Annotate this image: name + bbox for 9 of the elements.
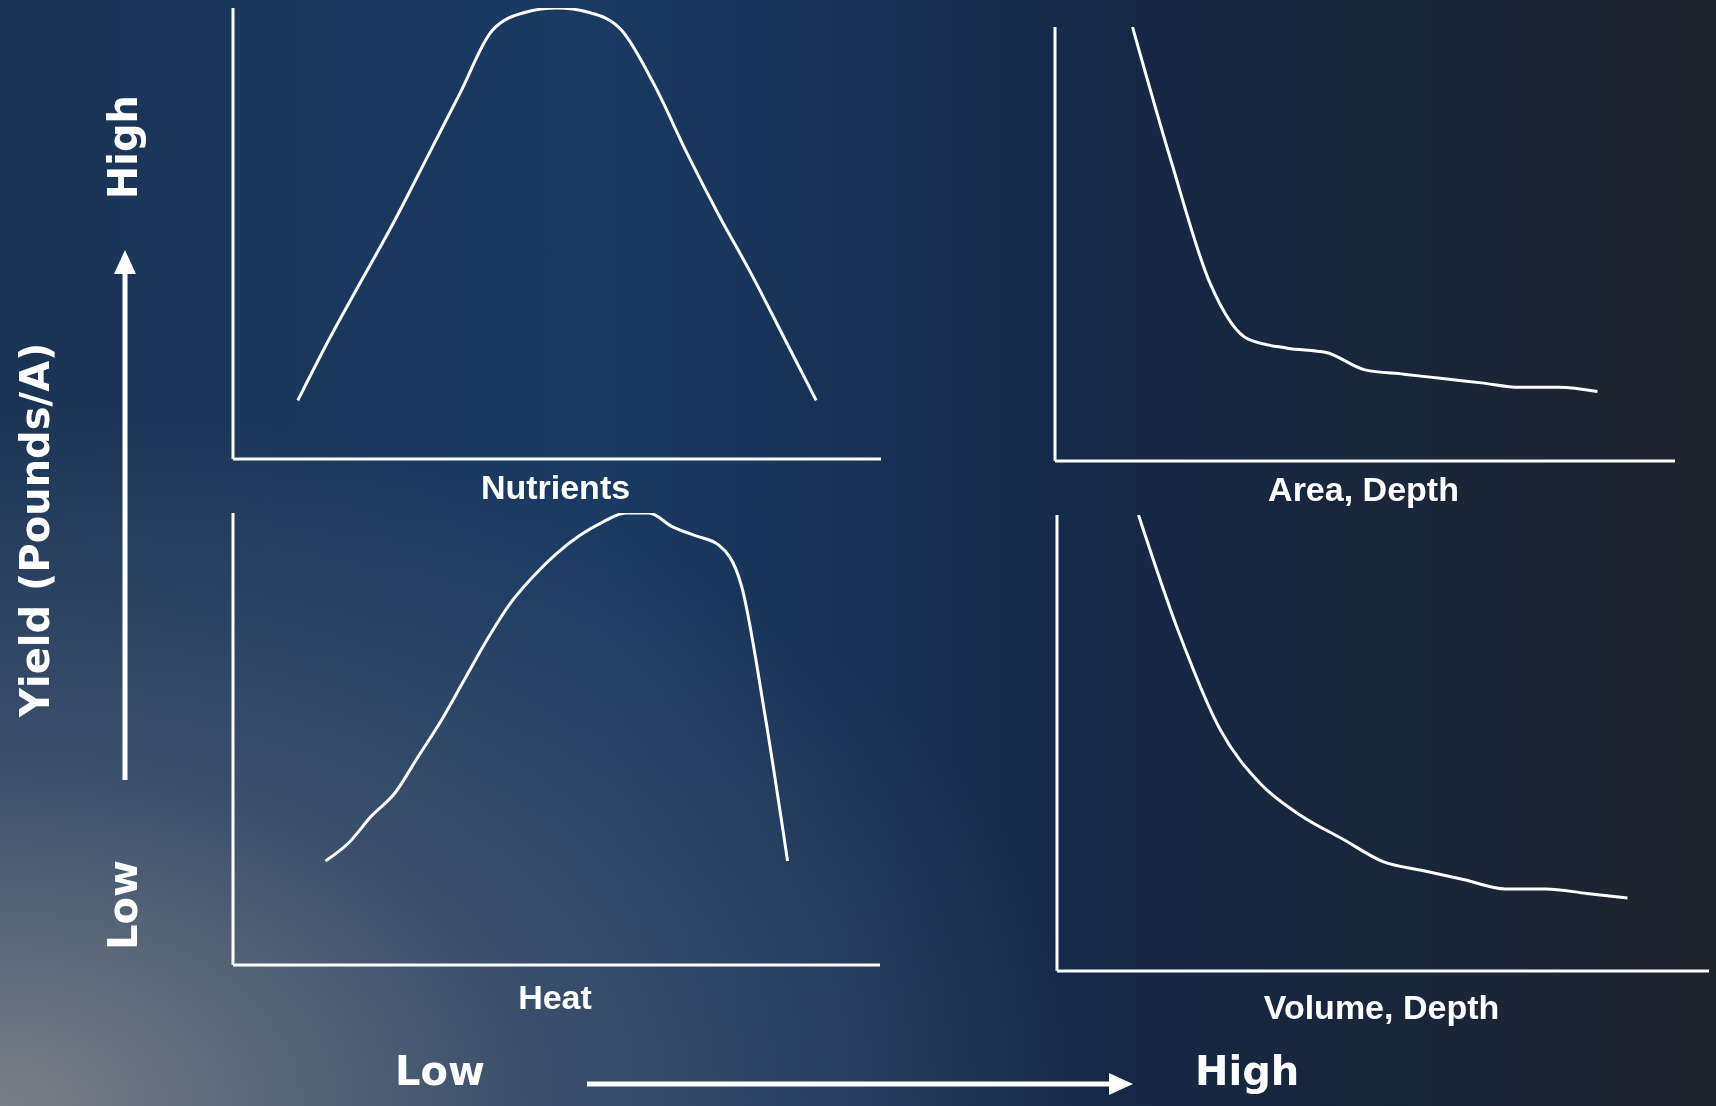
text: High xyxy=(1195,1048,1300,1094)
x-axis-title: Volume, Depth xyxy=(1262,988,1501,1027)
text: Low xyxy=(395,1048,485,1094)
text: High xyxy=(100,95,146,200)
text: Low xyxy=(100,860,146,950)
y-axis-title: Yield (Pounds/A) xyxy=(12,341,58,720)
x-axis-title: Nutrients xyxy=(479,468,632,507)
x-axis-title: Heat xyxy=(517,978,593,1017)
x-axis-title: Area, Depth xyxy=(1267,470,1460,509)
